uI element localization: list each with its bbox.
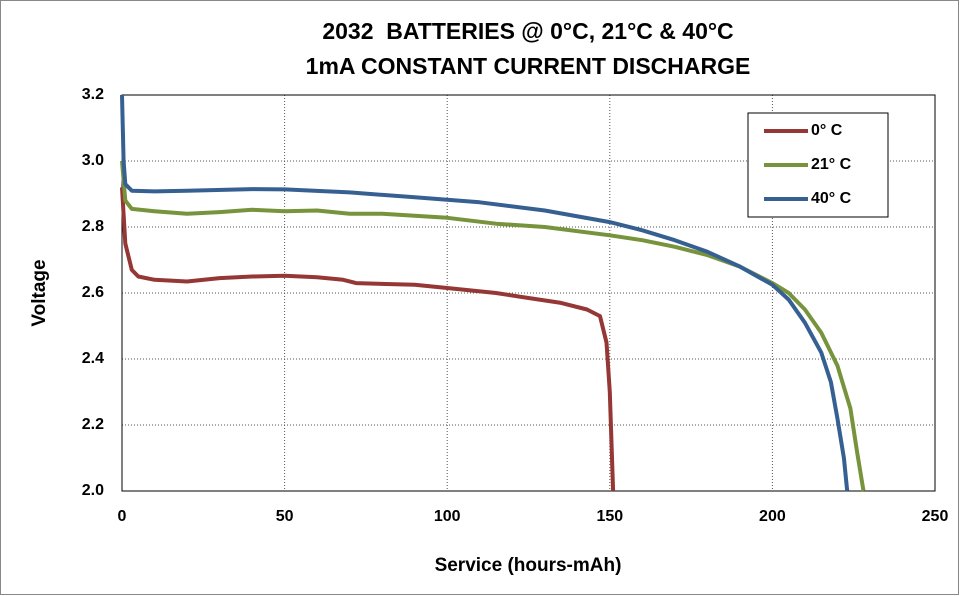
x-tick-label: 50: [276, 508, 294, 525]
legend-label: 21° C: [811, 156, 852, 173]
y-tick-label: 2.4: [82, 350, 104, 367]
y-tick-label: 3.2: [82, 86, 104, 103]
data-line: [120, 94, 850, 492]
x-tick-label: 100: [434, 508, 461, 525]
chart-title: 2032 BATTERIES @ 0°C, 21°C & 40°C: [322, 18, 733, 44]
x-tick-label: 250: [922, 508, 949, 525]
x-tick-label: 150: [596, 508, 623, 525]
y-axis-label: Voltage: [29, 259, 50, 326]
y-tick-label: 2.6: [82, 284, 104, 301]
x-tick-label: 0: [118, 508, 127, 525]
y-tick-label: 2.0: [82, 482, 104, 499]
data-line: [120, 187, 616, 492]
data-line: [120, 160, 866, 492]
y-tick-label: 3.0: [82, 152, 104, 169]
plot-border: [121, 94, 936, 492]
x-axis-label: Service (hours-mAh): [435, 555, 622, 576]
legend-label: 40° C: [811, 190, 852, 207]
y-tick-label: 2.8: [82, 218, 104, 235]
x-tick-label: 200: [759, 508, 786, 525]
chart-subtitle: 1mA CONSTANT CURRENT DISCHARGE: [306, 53, 751, 79]
legend-label: 0° C: [811, 122, 843, 139]
y-tick-label: 2.2: [82, 416, 104, 433]
